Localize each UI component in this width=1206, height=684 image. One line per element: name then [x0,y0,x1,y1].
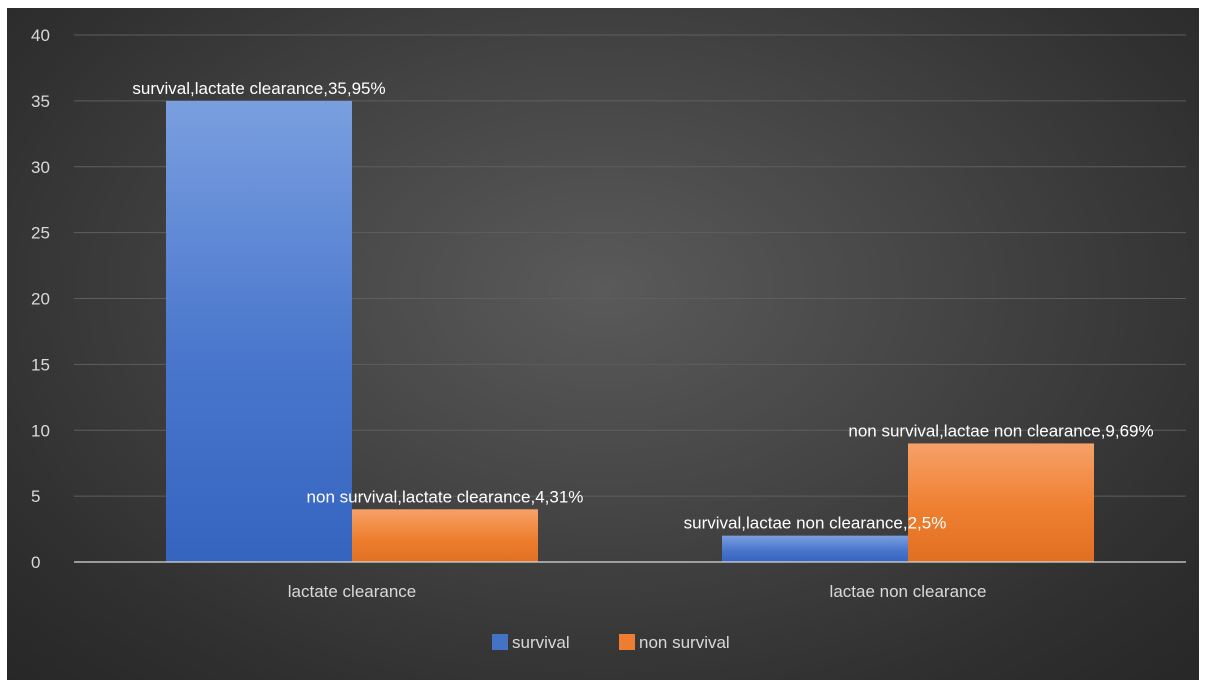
y-tick-label: 25 [31,224,50,243]
y-tick-label: 5 [31,487,40,506]
y-tick-label: 20 [31,290,50,309]
data-label: non survival,lactate clearance,4,31% [307,487,584,506]
bars [166,100,1094,562]
legend-swatch-survival [492,634,508,650]
legend-swatch-non-survival [619,634,635,650]
bar-non-survival-1 [352,509,538,562]
data-label: survival,lactate clearance,35,95% [132,79,385,98]
legend-label: non survival [639,633,730,652]
legend-label: survival [512,633,570,652]
data-labels: survival,lactate clearance,35,95% non sur… [132,79,1153,533]
y-tick-label: 40 [31,26,50,45]
bar-survival-1 [166,100,352,562]
y-tick-label: 15 [31,355,50,374]
x-axis-labels: lactate clearance lactae non clearance [288,582,987,601]
y-tick-label: 35 [31,92,50,111]
legend: survival non survival [492,633,730,652]
y-axis: 0 5 10 15 20 25 30 35 40 [31,26,50,572]
y-tick-label: 30 [31,158,50,177]
bar-non-survival-2 [908,443,1094,562]
bar-survival-2 [722,535,908,562]
data-label: survival,lactae non clearance,2,5% [684,514,947,533]
data-label: non survival,lactae non clearance,9,69% [848,421,1153,440]
y-tick-label: 0 [31,553,40,572]
y-tick-label: 10 [31,421,50,440]
x-tick-label: lactate clearance [288,582,417,601]
x-tick-label: lactae non clearance [830,582,987,601]
